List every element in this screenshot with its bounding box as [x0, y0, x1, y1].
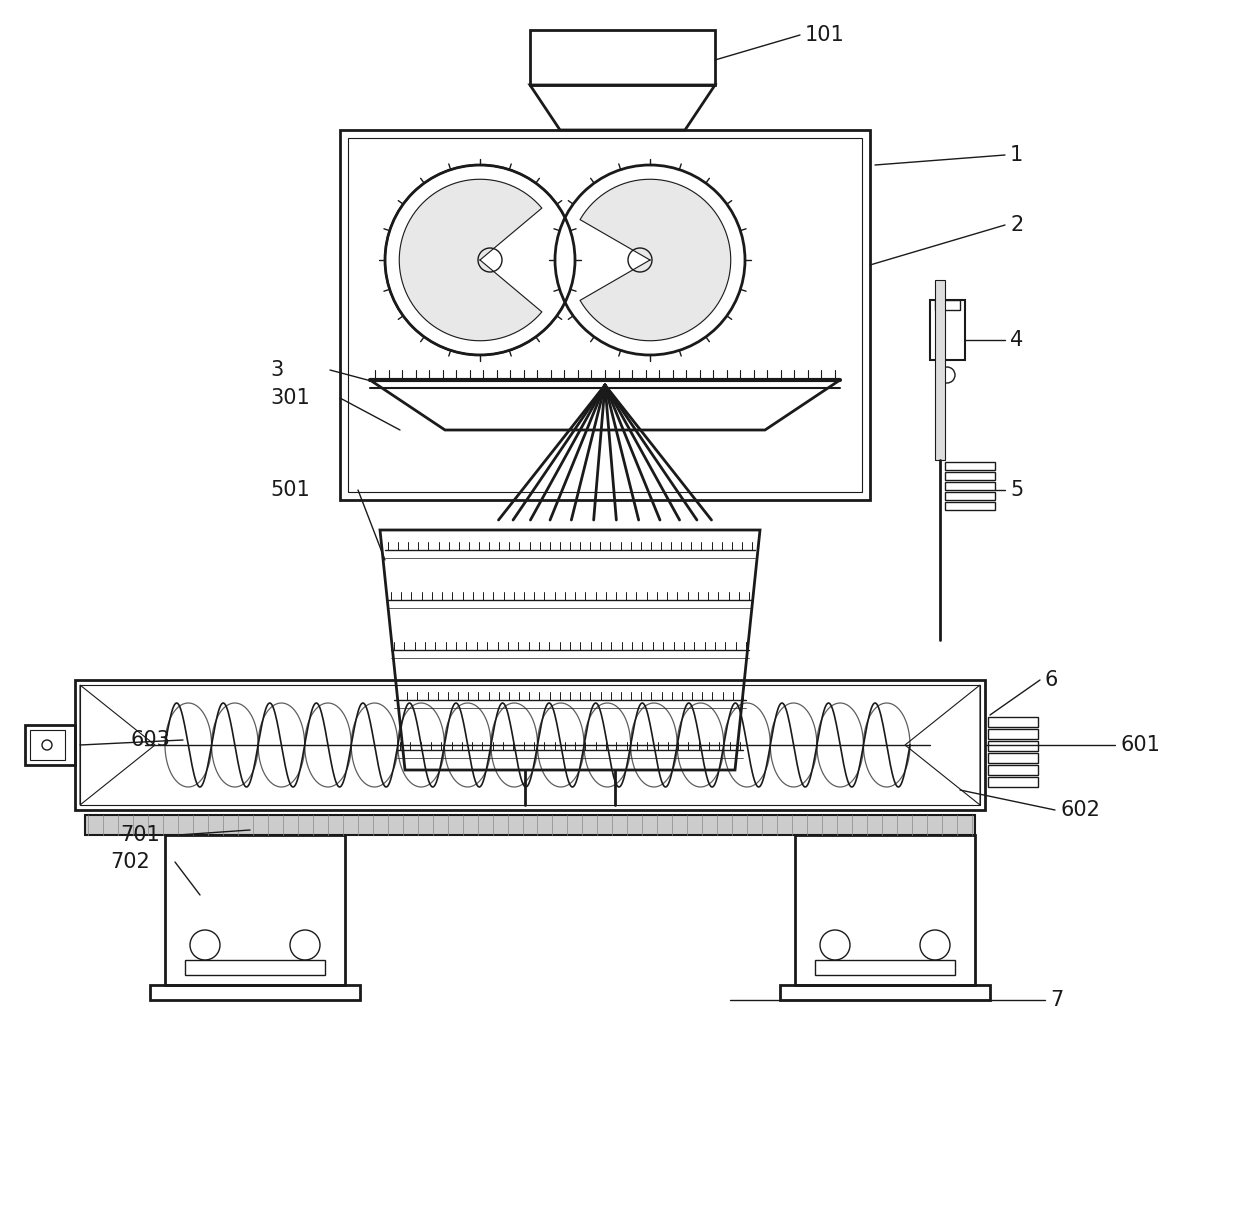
- Text: 702: 702: [110, 852, 150, 872]
- Text: 101: 101: [805, 24, 845, 45]
- Text: 4: 4: [1009, 330, 1023, 350]
- Text: 7: 7: [1050, 989, 1064, 1010]
- Text: 6: 6: [1045, 670, 1059, 690]
- Text: 3: 3: [270, 360, 283, 380]
- Text: 603: 603: [130, 730, 169, 750]
- Bar: [945, 472, 995, 479]
- Bar: [80, 685, 980, 805]
- Bar: [30, 730, 66, 759]
- Text: 301: 301: [270, 388, 309, 408]
- Bar: [186, 960, 325, 975]
- Bar: [935, 300, 960, 309]
- Text: 601: 601: [1119, 735, 1160, 755]
- Bar: [935, 280, 945, 460]
- Bar: [165, 835, 345, 985]
- Bar: [945, 492, 995, 500]
- Bar: [945, 482, 995, 490]
- Bar: [75, 680, 985, 810]
- Bar: [795, 835, 975, 985]
- Bar: [150, 985, 360, 1000]
- Bar: [945, 462, 995, 470]
- Bar: [988, 753, 1038, 763]
- Bar: [815, 960, 955, 975]
- Bar: [348, 138, 862, 492]
- Bar: [988, 741, 1038, 751]
- Bar: [988, 777, 1038, 786]
- Text: 602: 602: [1060, 800, 1100, 819]
- Bar: [988, 766, 1038, 775]
- Text: 501: 501: [270, 479, 309, 500]
- Bar: [781, 985, 990, 1000]
- Polygon shape: [400, 180, 542, 341]
- Bar: [945, 501, 995, 510]
- Bar: [988, 729, 1038, 739]
- Text: 701: 701: [120, 826, 160, 845]
- Bar: [340, 130, 870, 500]
- Text: 1: 1: [1009, 146, 1023, 165]
- Bar: [529, 31, 715, 86]
- Text: 2: 2: [1009, 215, 1023, 235]
- Bar: [930, 300, 965, 360]
- Polygon shape: [580, 180, 731, 341]
- Bar: [85, 815, 975, 835]
- Bar: [988, 717, 1038, 726]
- Bar: [25, 725, 75, 766]
- Text: 5: 5: [1009, 479, 1023, 500]
